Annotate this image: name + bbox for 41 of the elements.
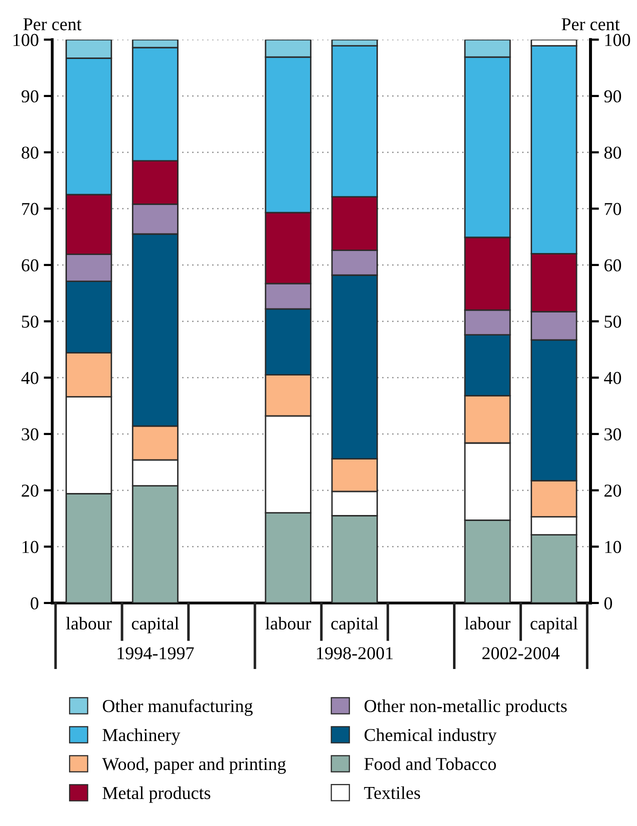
legend-label: Wood, paper and printing [102,757,286,774]
x-tick-label: labour [464,616,510,630]
legend-label: Machinery [102,728,180,745]
y-tick-label: 50 [22,316,38,328]
legend-label: Textiles [364,786,420,800]
y2-tick-label: 40 [604,372,622,384]
y-axis-title: Per cent [23,18,82,30]
y-tick-label: 70 [22,202,38,216]
text: 1994-1997 [118,647,194,660]
x-tick-label: capital [331,616,378,634]
x-tick-label: capital [132,616,179,634]
legend-label: Metal products [102,786,210,803]
y2-tick-label: 60 [604,259,622,272]
y-tick-label: 20 [22,484,38,497]
y2-axis-title: Per cent [562,18,620,30]
y2-tick-label: 30 [604,428,622,440]
y-tick-label: 80 [22,146,38,159]
y2-tick-label: 80 [604,146,622,159]
y-tick-label: 30 [22,428,38,440]
y2-tick-label: 50 [604,316,622,328]
y-tick-label: 0 [30,597,38,610]
text: 1998-2001 [317,647,393,660]
legend-label: Food and Tobacco [364,757,496,770]
legend-label: Other manufacturing [102,699,253,716]
y2-tick-label: 100 [605,34,630,46]
y2-tick-label: 20 [604,484,622,497]
y-tick-label: 60 [22,259,38,272]
legend-label: Chemical industry [364,728,497,745]
y2-tick-label: 0 [604,597,612,610]
legend-label: Other non-metallic products [364,699,567,716]
x-tick-label: labour [66,616,112,630]
y-tick-label: 10 [22,540,38,554]
y2-tick-label: 10 [605,540,622,554]
x-tick-label: capital [530,616,578,634]
x-tick-label: labour [265,616,312,630]
y-tick-label: 90 [22,90,38,102]
y2-tick-label: 70 [604,202,622,216]
y-tick-label: 100 [14,34,38,46]
y2-tick-label: 90 [604,90,622,102]
y-tick-label: 40 [21,372,38,384]
text: 2002-2004 [482,647,560,660]
